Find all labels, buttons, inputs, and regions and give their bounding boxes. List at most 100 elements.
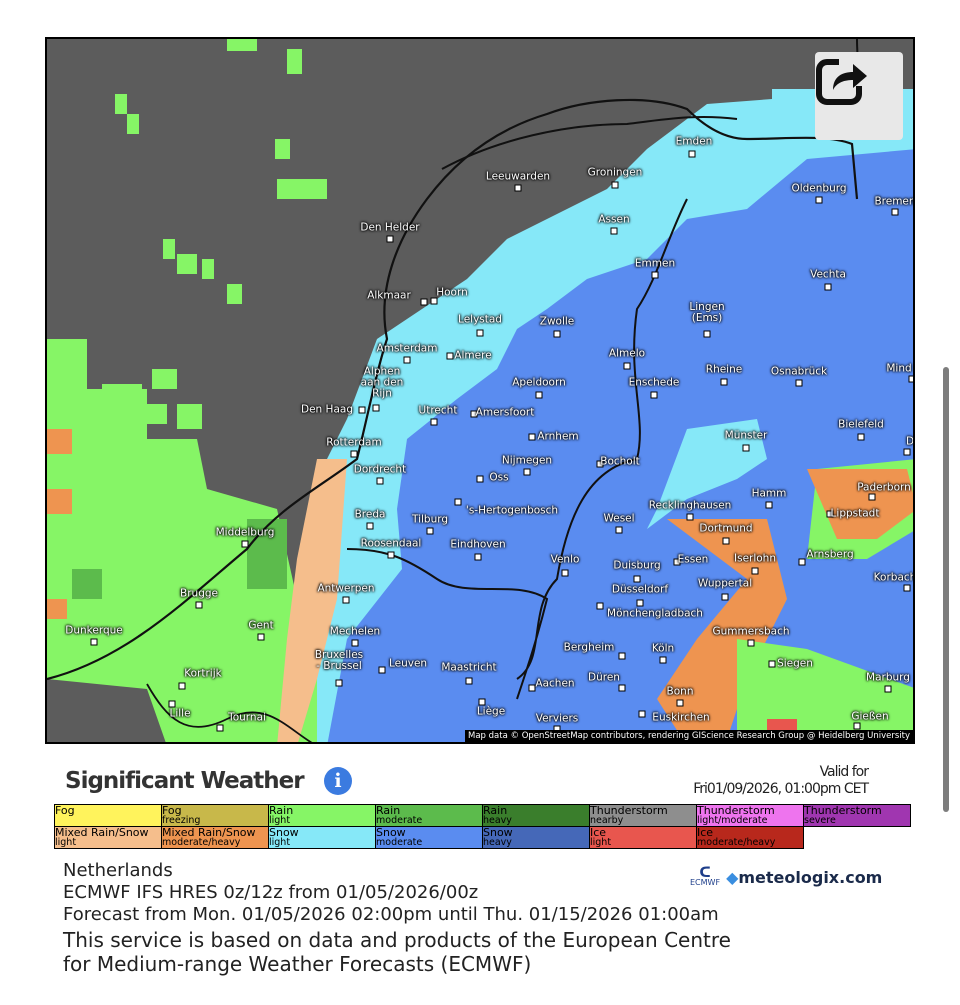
city-label: Arnsberg bbox=[806, 548, 854, 561]
city-label: Alkmaar bbox=[367, 289, 411, 302]
city-label: Almere bbox=[454, 349, 492, 362]
city-marker bbox=[676, 699, 684, 707]
city-label: Breda bbox=[354, 508, 386, 521]
logos: ᑕ ECMWF ◆meteologix.com bbox=[690, 864, 883, 888]
city-label: Düsseldorf bbox=[611, 583, 669, 596]
ecmwf-logo[interactable]: ᑕ ECMWF bbox=[690, 864, 721, 887]
city-label: Gießen bbox=[851, 710, 889, 723]
city-label: Düren bbox=[588, 671, 620, 684]
page-title: Significant Weather bbox=[65, 768, 305, 794]
city-marker bbox=[372, 404, 380, 412]
city-label: Bruxelles - Brussel bbox=[314, 649, 364, 672]
city-label: Leeuwarden bbox=[485, 170, 551, 183]
city-marker bbox=[523, 468, 531, 476]
city-marker bbox=[868, 493, 876, 501]
share-button[interactable] bbox=[815, 52, 903, 140]
city-marker bbox=[216, 724, 224, 732]
city-label: Kortrijk bbox=[184, 667, 222, 680]
city-marker bbox=[358, 406, 366, 414]
city-marker bbox=[903, 448, 911, 456]
meteologix-logo[interactable]: ◆meteologix.com bbox=[726, 868, 883, 887]
city-label: Emden bbox=[675, 135, 713, 148]
valid-value: Fri01/09/2026, 01:00pm CET bbox=[693, 781, 869, 797]
city-label: Lelystad bbox=[458, 313, 502, 326]
legend-item: Snow moderate bbox=[376, 827, 483, 849]
legend-item: Mixed Rain/Snow moderate/heavy bbox=[162, 827, 269, 849]
city-marker bbox=[90, 638, 98, 646]
city-marker bbox=[387, 551, 395, 559]
city-label: Groningen bbox=[587, 166, 643, 179]
valid-label: Valid for bbox=[819, 764, 869, 780]
city-marker bbox=[798, 558, 806, 566]
city-label: Wuppertal bbox=[697, 577, 753, 590]
city-label: Assen bbox=[598, 213, 630, 226]
city-label: Zwolle bbox=[539, 315, 575, 328]
city-label: Venlo bbox=[550, 553, 580, 566]
rain-light-cell bbox=[277, 179, 327, 199]
city-marker bbox=[476, 475, 484, 483]
rain-light-cell bbox=[152, 369, 177, 389]
city-label: Antwerpen bbox=[317, 582, 375, 595]
legend-item: Fog bbox=[55, 805, 162, 827]
city-marker bbox=[633, 575, 641, 583]
city-label: Amsterdam bbox=[376, 342, 438, 355]
city-marker bbox=[528, 684, 536, 692]
city-label: Oss bbox=[489, 471, 509, 484]
city-marker bbox=[722, 537, 730, 545]
city-marker bbox=[446, 352, 454, 360]
city-marker bbox=[686, 513, 694, 521]
city-marker bbox=[651, 271, 659, 279]
city-marker bbox=[615, 526, 623, 534]
share-icon bbox=[816, 56, 869, 105]
nl-border bbox=[346, 198, 688, 700]
city-marker bbox=[623, 362, 631, 370]
city-label: Mönchengladbach bbox=[607, 607, 703, 620]
city-marker bbox=[350, 450, 358, 458]
city-label: 's-Hertogenbosch bbox=[465, 504, 559, 517]
mixed-heavy-ne bbox=[807, 469, 913, 539]
city-label: Bergheim bbox=[563, 641, 615, 654]
city-label: Alphen aan den Rijn bbox=[360, 365, 404, 400]
city-label: Gummersbach bbox=[712, 625, 790, 638]
city-label: D bbox=[905, 435, 915, 448]
rain-light-cell bbox=[227, 39, 257, 51]
precipitation-layer bbox=[47, 39, 913, 742]
city-label: Vechta bbox=[810, 268, 846, 281]
scrollbar[interactable] bbox=[943, 367, 949, 812]
city-marker bbox=[703, 330, 711, 338]
city-marker bbox=[335, 679, 343, 687]
city-label: Osnabrück bbox=[770, 365, 828, 378]
region-name: Netherlands bbox=[63, 860, 173, 881]
city-marker bbox=[824, 283, 832, 291]
info-icon[interactable]: i bbox=[324, 767, 352, 795]
rain-light-cell bbox=[227, 284, 242, 304]
legend-item: Mixed Rain/Snow light bbox=[55, 827, 162, 849]
coastline bbox=[47, 98, 859, 681]
rain-light-area-west bbox=[47, 339, 317, 742]
city-label: Duisburg bbox=[613, 559, 661, 572]
city-label: Hoorn bbox=[436, 286, 468, 299]
rain-light-cell bbox=[275, 139, 290, 159]
city-label: Dortmund bbox=[699, 522, 753, 535]
mixed-patch bbox=[47, 429, 72, 454]
city-label: Hamm bbox=[751, 487, 787, 500]
legend-item: Rain moderate bbox=[376, 805, 483, 827]
city-marker bbox=[618, 652, 626, 660]
city-marker bbox=[891, 208, 899, 216]
footer-info: Netherlands ECMWF IFS HRES 0z/12z from 0… bbox=[63, 860, 953, 926]
city-marker bbox=[430, 418, 438, 426]
city-label: Leuven bbox=[388, 657, 428, 670]
forecast-range: Forecast from Mon. 01/05/2026 02:00pm un… bbox=[63, 904, 719, 925]
snow-light-patch bbox=[647, 419, 767, 529]
city-marker bbox=[742, 444, 750, 452]
legend-item: Ice light bbox=[590, 827, 697, 849]
city-label: Verviers bbox=[535, 712, 579, 725]
city-marker bbox=[465, 677, 473, 685]
city-label: Mind bbox=[886, 362, 912, 375]
weather-map[interactable]: Emden Leeuwarden Groningen Oldenburg Bremen D… bbox=[45, 37, 915, 744]
city-label: Tilburg bbox=[411, 513, 449, 526]
city-marker bbox=[688, 150, 696, 158]
city-label: Aachen bbox=[535, 677, 575, 690]
city-label: Dordrecht bbox=[353, 463, 407, 476]
rain-light-cell bbox=[102, 384, 142, 409]
